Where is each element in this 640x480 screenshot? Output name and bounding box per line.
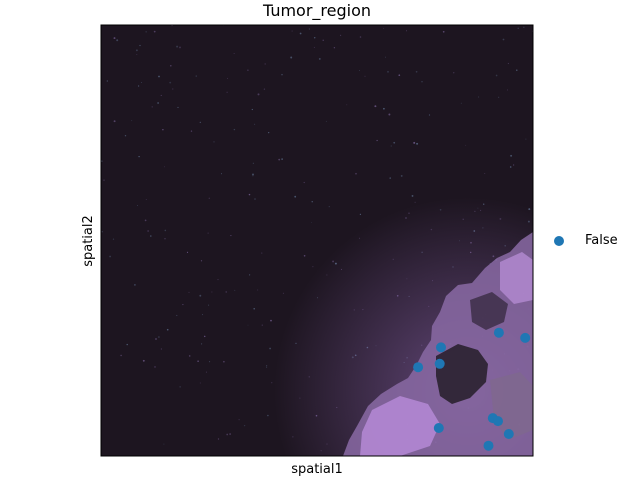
legend: False — [554, 233, 618, 248]
data-point — [433, 423, 444, 433]
tissue-bright-patch — [360, 396, 440, 456]
tissue-gap — [436, 344, 488, 404]
scatter-points — [413, 327, 531, 451]
data-point — [483, 440, 494, 451]
tissue-gap-2 — [470, 292, 508, 330]
data-point — [413, 362, 424, 373]
tissue-image — [101, 25, 533, 456]
chart-title: Tumor_region — [262, 1, 371, 21]
legend-marker — [554, 236, 564, 246]
data-point — [436, 342, 446, 353]
plot-frame — [100, 24, 534, 457]
data-point — [434, 358, 445, 369]
data-point — [493, 416, 503, 427]
legend-label: False — [585, 233, 618, 248]
data-point — [503, 429, 514, 439]
plot-area — [100, 24, 534, 457]
x-axis-label: spatial1 — [291, 462, 343, 477]
y-axis-label: spatial2 — [81, 215, 96, 267]
tissue-bright-patch-2 — [500, 252, 533, 304]
data-point — [493, 327, 504, 338]
data-point — [520, 332, 531, 343]
